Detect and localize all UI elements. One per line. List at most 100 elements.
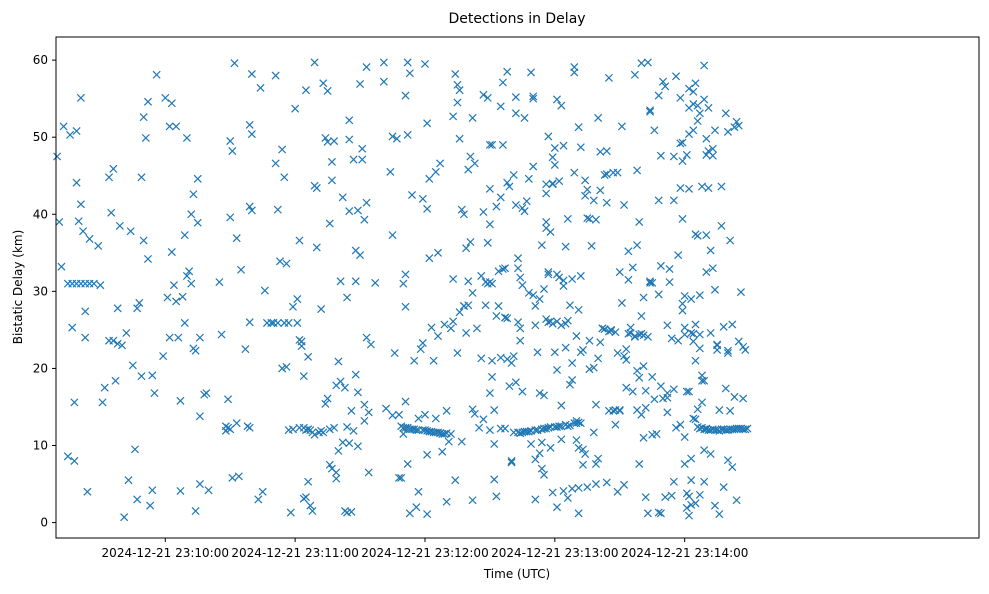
data-point xyxy=(639,293,648,302)
data-point xyxy=(676,420,685,429)
data-point xyxy=(362,63,371,72)
data-point xyxy=(496,102,505,111)
data-point xyxy=(321,399,330,408)
data-point xyxy=(152,70,161,79)
data-point xyxy=(475,423,484,432)
data-point xyxy=(591,215,600,224)
data-point xyxy=(462,244,471,253)
data-point xyxy=(650,126,659,135)
data-point xyxy=(295,236,304,245)
data-point xyxy=(656,261,665,270)
data-point xyxy=(741,345,750,354)
data-point xyxy=(546,227,555,237)
data-point xyxy=(624,275,633,284)
data-point xyxy=(53,152,62,161)
data-point xyxy=(533,348,542,357)
data-point xyxy=(334,357,343,366)
data-point xyxy=(423,204,432,213)
data-point xyxy=(327,157,336,166)
data-point xyxy=(167,99,176,108)
data-point xyxy=(702,231,711,240)
data-point xyxy=(306,501,315,510)
data-point xyxy=(520,207,529,216)
data-point xyxy=(496,353,505,362)
data-point xyxy=(594,113,603,122)
data-point xyxy=(226,137,235,146)
data-point xyxy=(431,167,440,176)
data-point xyxy=(79,227,88,236)
data-point xyxy=(650,395,659,404)
data-point xyxy=(700,477,709,486)
data-point xyxy=(449,112,458,121)
data-point xyxy=(433,248,442,257)
data-point xyxy=(353,388,362,397)
data-point xyxy=(310,430,319,439)
data-point xyxy=(83,487,92,496)
data-point xyxy=(425,254,434,263)
data-point xyxy=(689,87,698,96)
data-point xyxy=(293,295,302,304)
data-point xyxy=(232,234,241,243)
data-point xyxy=(429,356,438,365)
data-point xyxy=(700,61,709,70)
data-point xyxy=(310,58,319,67)
data-point xyxy=(464,165,473,174)
data-point xyxy=(360,416,369,425)
data-point xyxy=(104,173,114,182)
y-axis-ticks: 0 10 20 30 40 50 60 xyxy=(33,53,56,530)
data-point xyxy=(734,337,743,346)
data-point xyxy=(643,332,652,341)
data-point xyxy=(537,438,546,447)
data-point xyxy=(167,248,176,257)
data-point xyxy=(347,406,356,415)
data-point xyxy=(150,389,159,398)
data-point xyxy=(516,273,525,282)
data-point xyxy=(661,82,670,91)
data-point xyxy=(174,333,183,342)
data-point xyxy=(293,318,302,327)
data-point xyxy=(187,279,196,288)
data-point xyxy=(107,208,116,217)
data-point xyxy=(637,410,646,419)
data-point xyxy=(360,400,369,409)
data-point xyxy=(557,435,566,444)
data-point xyxy=(581,449,590,459)
data-point xyxy=(684,84,694,93)
data-point xyxy=(278,364,287,373)
data-point xyxy=(596,186,605,195)
data-point xyxy=(258,487,267,496)
data-point xyxy=(544,270,553,279)
data-point xyxy=(622,355,631,364)
data-point xyxy=(485,220,494,229)
data-point xyxy=(594,354,603,363)
data-point xyxy=(364,468,373,477)
data-point xyxy=(321,133,330,142)
data-point xyxy=(483,93,492,102)
data-point xyxy=(723,127,732,136)
data-point xyxy=(247,206,256,215)
data-point xyxy=(514,318,523,327)
data-point xyxy=(583,185,592,194)
data-point xyxy=(338,438,347,447)
data-point xyxy=(345,135,354,144)
data-point xyxy=(323,86,332,95)
data-point xyxy=(141,133,150,142)
data-point xyxy=(591,480,600,489)
data-point xyxy=(472,324,481,333)
data-point xyxy=(706,328,715,337)
data-point xyxy=(695,330,704,339)
data-point xyxy=(615,406,624,415)
data-point xyxy=(498,140,507,149)
data-point xyxy=(723,346,732,355)
data-point xyxy=(273,318,282,327)
data-point xyxy=(96,281,105,290)
data-point xyxy=(267,318,276,327)
data-point xyxy=(563,422,572,431)
data-point xyxy=(507,456,516,465)
data-point xyxy=(122,328,131,337)
data-point xyxy=(442,406,451,415)
data-point xyxy=(561,242,570,251)
data-point xyxy=(399,429,408,438)
data-point xyxy=(689,337,698,346)
data-point xyxy=(697,398,707,407)
